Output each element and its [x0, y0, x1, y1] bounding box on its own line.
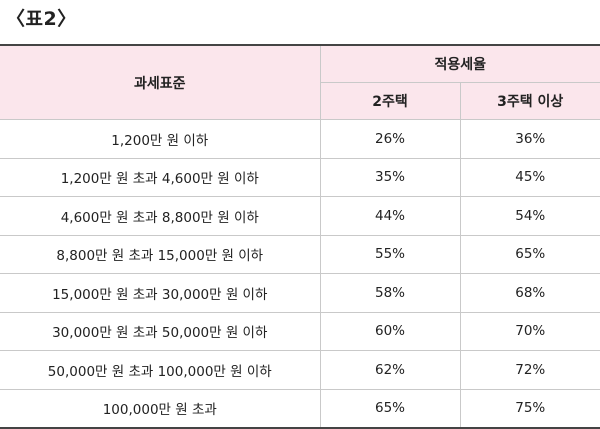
tax-bracket: 1,200만 원 초과 4,600만 원 이하 [0, 158, 321, 197]
header-3-plus-houses: 3주택 이상 [460, 82, 600, 120]
rate-3-plus-houses: 72% [460, 350, 600, 390]
table-row: 100,000만 원 초과 65% 75% [0, 389, 600, 429]
rate-2-houses: 65% [320, 389, 461, 429]
rate-3-plus-houses: 54% [460, 196, 600, 236]
rate-2-houses: 62% [320, 350, 461, 390]
rate-2-houses: 58% [320, 273, 461, 313]
header-tax-base: 과세표준 [0, 44, 321, 120]
tax-bracket: 100,000만 원 초과 [0, 389, 321, 429]
rate-2-houses: 26% [320, 119, 461, 159]
table-header: 과세표준 적용세율 2주택 3주택 이상 [0, 44, 600, 120]
tax-bracket: 50,000만 원 초과 100,000만 원 이하 [0, 350, 321, 390]
rate-3-plus-houses: 70% [460, 312, 600, 351]
table-row: 15,000만 원 초과 30,000만 원 이하 58% 68% [0, 273, 600, 313]
rate-2-houses: 55% [320, 235, 461, 274]
rate-2-houses: 44% [320, 196, 461, 236]
tax-bracket: 1,200만 원 이하 [0, 119, 321, 159]
header-applied-rate: 적용세율 [320, 44, 600, 83]
tax-bracket: 8,800만 원 초과 15,000만 원 이하 [0, 235, 321, 274]
tax-bracket: 15,000만 원 초과 30,000만 원 이하 [0, 273, 321, 313]
rate-3-plus-houses: 75% [460, 389, 600, 429]
tax-bracket: 30,000만 원 초과 50,000만 원 이하 [0, 312, 321, 351]
tax-bracket: 4,600만 원 초과 8,800만 원 이하 [0, 196, 321, 236]
table-body: 1,200만 원 이하 26% 36% 1,200만 원 초과 4,600만 원… [0, 119, 600, 429]
rate-3-plus-houses: 36% [460, 119, 600, 159]
header-2-houses: 2주택 [320, 82, 461, 120]
rate-3-plus-houses: 45% [460, 158, 600, 197]
rate-2-houses: 60% [320, 312, 461, 351]
table-row: 1,200만 원 이하 26% 36% [0, 119, 600, 159]
rate-2-houses: 35% [320, 158, 461, 197]
table-row: 4,600만 원 초과 8,800만 원 이하 44% 54% [0, 196, 600, 236]
table-row: 30,000만 원 초과 50,000만 원 이하 60% 70% [0, 312, 600, 351]
rate-3-plus-houses: 68% [460, 273, 600, 313]
table-caption: 〈표2〉 [6, 8, 77, 30]
rate-3-plus-houses: 65% [460, 235, 600, 274]
table-row: 50,000만 원 초과 100,000만 원 이하 62% 72% [0, 350, 600, 390]
tax-rate-table: 과세표준 적용세율 2주택 3주택 이상 1,200만 원 이하 26% 36%… [0, 44, 600, 429]
table-row: 8,800만 원 초과 15,000만 원 이하 55% 65% [0, 235, 600, 274]
table-row: 1,200만 원 초과 4,600만 원 이하 35% 45% [0, 158, 600, 197]
